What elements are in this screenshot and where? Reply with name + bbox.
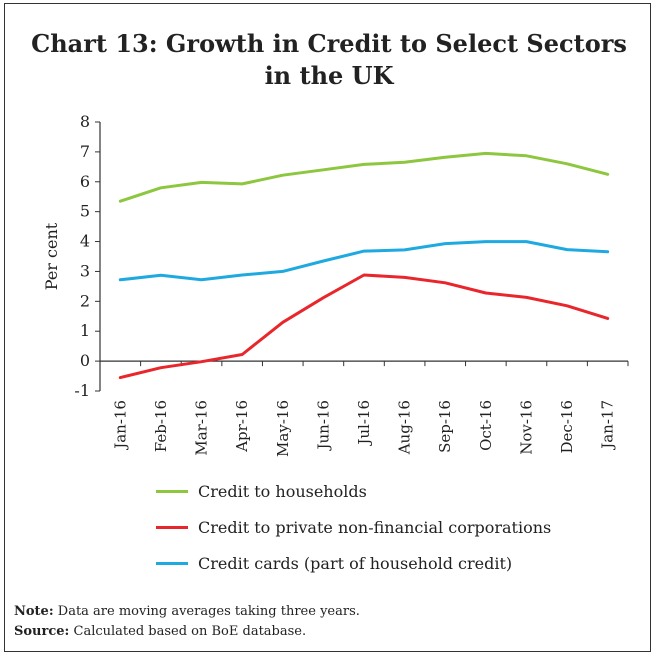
- y-tick-label: 0: [80, 351, 90, 370]
- chart-notes: Note: Data are moving averages taking th…: [14, 602, 360, 642]
- y-tick-label: 6: [80, 172, 90, 191]
- y-tick-label: 2: [80, 291, 90, 310]
- source-text: Calculated based on BoE database.: [69, 624, 307, 639]
- chart-series: [118, 151, 610, 380]
- note-label: Note:: [14, 604, 54, 619]
- chart-title: Chart 13: Growth in Credit to Select Sec…: [0, 28, 658, 92]
- series-line-3: [118, 240, 610, 282]
- series-line-2: [118, 273, 610, 380]
- x-tick-label: Jul-16: [355, 400, 373, 447]
- legend-item-1: Credit to households: [156, 473, 551, 509]
- note-text: Data are moving averages taking three ye…: [53, 604, 360, 619]
- chart-legend: Credit to households Credit to private no…: [156, 473, 551, 581]
- line-chart: -1 0 1 2 3 4 5 6 7 8 Jan-16 Feb-16 Mar-16 Apr-16 May-1…: [42, 112, 629, 457]
- source-line: Source: Calculated based on BoE database…: [14, 622, 360, 642]
- y-tick-label: 5: [80, 202, 90, 221]
- legend-label: Credit to households: [198, 481, 367, 501]
- y-axis-label: Per cent: [42, 222, 61, 290]
- legend-swatch: [156, 525, 188, 529]
- x-tick-label: Aug-16: [396, 400, 414, 455]
- series-line-1: [118, 151, 610, 203]
- y-tick-label: 7: [80, 142, 90, 161]
- legend-item-2: Credit to private non-financial corporat…: [156, 509, 551, 545]
- chart-title-line1: Chart 13: Growth in Credit to Select Sec…: [31, 29, 627, 58]
- y-tick-label: 1: [80, 321, 90, 340]
- legend-label: Credit to private non-financial corporat…: [198, 517, 552, 537]
- x-tick-label: May-16: [274, 400, 292, 457]
- chart-axes: -1 0 1 2 3 4 5 6 7 8 Jan-16 Feb-16 Mar-16 Apr-16 May-1…: [42, 112, 629, 457]
- y-tick-label: 3: [80, 261, 90, 280]
- x-tick-label: Feb-16: [152, 400, 170, 452]
- x-tick-label: Jan-16: [111, 400, 129, 451]
- x-tick-label: Jun-16: [314, 400, 332, 452]
- chart-title-line2: in the UK: [264, 61, 394, 90]
- x-tick-label: Oct-16: [477, 400, 495, 451]
- note-line: Note: Data are moving averages taking th…: [14, 602, 360, 622]
- legend-item-3: Credit cards (part of household credit): [156, 545, 551, 581]
- y-tick-label: 8: [80, 112, 90, 131]
- chart-frame: [4, 3, 651, 652]
- legend-label: Credit cards (part of household credit): [198, 553, 513, 573]
- legend-swatch: [156, 489, 188, 493]
- x-tick-label: Nov-16: [517, 400, 535, 455]
- x-tick-label: Apr-16: [233, 400, 251, 453]
- y-tick-label: -1: [74, 381, 90, 400]
- x-tick-label: Sep-16: [436, 400, 454, 453]
- x-tick-label: Jan-17: [599, 400, 617, 451]
- x-tick-label: Dec-16: [558, 400, 576, 453]
- source-label: Source:: [14, 624, 70, 639]
- legend-swatch: [156, 561, 188, 565]
- x-tick-label: Mar-16: [193, 400, 211, 456]
- y-tick-label: 4: [80, 232, 90, 251]
